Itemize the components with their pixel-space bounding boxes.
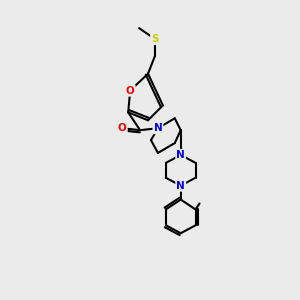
Text: S: S	[151, 34, 159, 44]
Text: N: N	[176, 181, 185, 191]
Text: O: O	[126, 85, 135, 96]
Text: N: N	[154, 123, 162, 133]
Text: O: O	[118, 123, 127, 133]
Text: N: N	[176, 150, 185, 160]
